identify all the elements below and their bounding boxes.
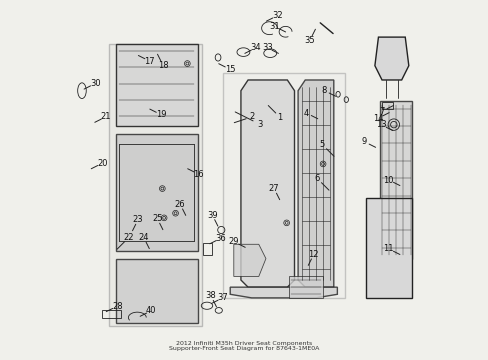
Text: 18: 18 xyxy=(158,61,168,70)
Text: 5: 5 xyxy=(319,140,325,149)
Polygon shape xyxy=(374,37,408,80)
Polygon shape xyxy=(223,73,344,298)
Text: 15: 15 xyxy=(224,65,235,74)
Text: 9: 9 xyxy=(361,137,366,146)
Text: 3: 3 xyxy=(257,120,262,129)
Text: 14: 14 xyxy=(372,114,383,123)
Polygon shape xyxy=(288,276,323,298)
Polygon shape xyxy=(116,134,198,251)
Text: 8: 8 xyxy=(321,86,326,95)
Polygon shape xyxy=(116,258,198,323)
Text: 4: 4 xyxy=(304,109,308,118)
Polygon shape xyxy=(241,80,294,287)
Text: 32: 32 xyxy=(271,11,282,20)
Polygon shape xyxy=(233,244,265,276)
Text: 37: 37 xyxy=(217,293,227,302)
Polygon shape xyxy=(116,44,198,126)
Text: 31: 31 xyxy=(268,22,279,31)
Text: 11: 11 xyxy=(383,244,393,253)
Text: 38: 38 xyxy=(205,291,216,300)
Text: 39: 39 xyxy=(206,211,217,220)
Text: 34: 34 xyxy=(250,43,261,52)
Text: 6: 6 xyxy=(314,174,320,183)
Text: 29: 29 xyxy=(228,237,239,246)
Text: 2: 2 xyxy=(249,112,254,121)
Text: 1: 1 xyxy=(277,113,282,122)
Polygon shape xyxy=(108,44,201,327)
Text: 35: 35 xyxy=(304,36,315,45)
Text: 36: 36 xyxy=(215,234,226,243)
Text: 24: 24 xyxy=(138,233,149,242)
Text: 13: 13 xyxy=(376,121,386,130)
Text: 33: 33 xyxy=(262,43,272,52)
Polygon shape xyxy=(298,80,333,287)
Text: 10: 10 xyxy=(383,176,393,185)
Text: 26: 26 xyxy=(175,200,185,209)
Text: 27: 27 xyxy=(268,184,279,193)
Text: 20: 20 xyxy=(97,159,107,168)
Text: 22: 22 xyxy=(123,233,134,242)
Text: 25: 25 xyxy=(152,214,162,223)
Text: 17: 17 xyxy=(144,57,155,66)
Text: 28: 28 xyxy=(112,302,122,311)
Text: 16: 16 xyxy=(193,170,203,179)
Bar xyxy=(382,102,392,109)
Text: 23: 23 xyxy=(132,215,143,224)
Polygon shape xyxy=(365,198,411,298)
Text: 2012 Infiniti M35h Driver Seat Components
Supporter-Front Seat Diagram for 87643: 2012 Infiniti M35h Driver Seat Component… xyxy=(169,341,319,351)
Text: 7: 7 xyxy=(379,107,384,116)
Text: 40: 40 xyxy=(146,306,156,315)
Polygon shape xyxy=(230,287,337,298)
Text: 21: 21 xyxy=(101,112,111,121)
Text: 30: 30 xyxy=(90,79,101,88)
Bar xyxy=(102,310,121,318)
Polygon shape xyxy=(380,102,411,258)
Bar xyxy=(203,243,212,255)
Text: 12: 12 xyxy=(308,250,318,259)
Text: 19: 19 xyxy=(155,110,166,119)
